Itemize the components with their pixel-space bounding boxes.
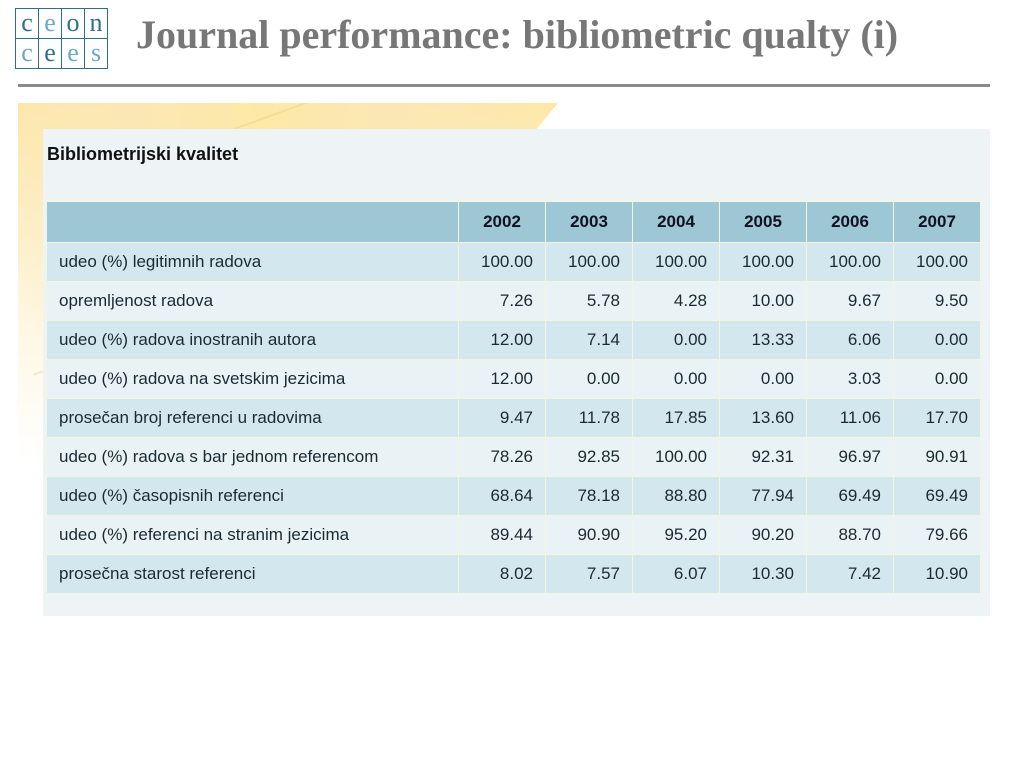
table-row: prosečna starost referenci 8.02 7.57 6.07 10… [46,554,981,594]
table-row: prosečan broj referenci u radovima 9.47 11… [46,398,981,438]
value-cell: 11.78 [545,398,633,438]
value-cell: 9.47 [458,398,546,438]
value-cell: 100.00 [545,242,633,282]
slide-title: Journal performance: bibliometric qualty… [136,12,899,57]
header-cell-year: 2002 [458,201,546,243]
header-cell-year: 2004 [632,201,720,243]
row-label: udeo (%) legitimnih radova [46,242,459,282]
header-cell-year: 2003 [545,201,633,243]
logo-letter: e [39,9,62,39]
value-cell: 7.57 [545,554,633,594]
value-cell: 78.26 [458,437,546,477]
table-row: udeo (%) časopisnih referenci 68.64 78.18 8… [46,476,981,516]
value-cell: 69.49 [893,476,981,516]
table-row: opremljenost radova 7.26 5.78 4.28 10.00 9.67… [46,281,981,321]
value-cell: 0.00 [893,320,981,360]
value-cell: 100.00 [719,242,807,282]
value-cell: 5.78 [545,281,633,321]
header-cell-year: 2005 [719,201,807,243]
bibliometric-panel: Bibliometrijski kvalitet 2002 2003 2004 200… [43,129,990,616]
value-cell: 10.30 [719,554,807,594]
row-label: udeo (%) časopisnih referenci [46,476,459,516]
value-cell: 69.49 [806,476,894,516]
value-cell: 79.66 [893,515,981,555]
value-cell: 3.03 [806,359,894,399]
value-cell: 96.97 [806,437,894,477]
value-cell: 17.85 [632,398,720,438]
value-cell: 100.00 [806,242,894,282]
value-cell: 11.06 [806,398,894,438]
value-cell: 8.02 [458,554,546,594]
value-cell: 0.00 [632,359,720,399]
table-header-row: 2002 2003 2004 2005 2006 2007 [46,201,981,243]
value-cell: 0.00 [545,359,633,399]
logo-letter: c [16,9,39,39]
row-label: udeo (%) radova s bar jednom referencom [46,437,459,477]
logo-letter: o [62,9,85,39]
value-cell: 92.31 [719,437,807,477]
value-cell: 6.07 [632,554,720,594]
value-cell: 90.20 [719,515,807,555]
value-cell: 100.00 [632,437,720,477]
value-cell: 7.26 [458,281,546,321]
table-row: udeo (%) radova s bar jednom referencom 7… [46,437,981,477]
logo-letter: n [85,9,108,39]
value-cell: 9.67 [806,281,894,321]
table-row: udeo (%) referenci na stranim jezicima 89… [46,515,981,555]
header-cell-year: 2006 [806,201,894,243]
value-cell: 90.90 [545,515,633,555]
value-cell: 4.28 [632,281,720,321]
value-cell: 9.50 [893,281,981,321]
value-cell: 10.00 [719,281,807,321]
title-divider [18,84,990,87]
value-cell: 88.80 [632,476,720,516]
row-label: udeo (%) radova inostranih autora [46,320,459,360]
value-cell: 89.44 [458,515,546,555]
value-cell: 95.20 [632,515,720,555]
value-cell: 0.00 [893,359,981,399]
logo-letter: e [39,39,62,69]
value-cell: 7.14 [545,320,633,360]
value-cell: 10.90 [893,554,981,594]
header-cell-label [46,201,459,243]
value-cell: 100.00 [458,242,546,282]
value-cell: 0.00 [632,320,720,360]
value-cell: 7.42 [806,554,894,594]
table-row: udeo (%) radova inostranih autora 12.00 7.… [46,320,981,360]
value-cell: 68.64 [458,476,546,516]
row-label: prosečna starost referenci [46,554,459,594]
table-row: udeo (%) radova na svetskim jezicima 12.0… [46,359,981,399]
bibliometric-table: 2002 2003 2004 2005 2006 2007 udeo (%) legiti… [46,201,981,594]
value-cell: 78.18 [545,476,633,516]
logo-letter: s [85,39,108,69]
value-cell: 90.91 [893,437,981,477]
row-label: udeo (%) referenci na stranim jezicima [46,515,459,555]
header-cell-year: 2007 [893,201,981,243]
value-cell: 12.00 [458,359,546,399]
value-cell: 88.70 [806,515,894,555]
row-label: udeo (%) radova na svetskim jezicima [46,359,459,399]
value-cell: 6.06 [806,320,894,360]
row-label: prosečan broj referenci u radovima [46,398,459,438]
logo-letter: c [16,39,39,69]
value-cell: 92.85 [545,437,633,477]
row-label: opremljenost radova [46,281,459,321]
value-cell: 13.60 [719,398,807,438]
logo-letter: e [62,39,85,69]
value-cell: 12.00 [458,320,546,360]
value-cell: 100.00 [632,242,720,282]
value-cell: 17.70 [893,398,981,438]
panel-title: Bibliometrijski kvalitet [47,144,239,164]
value-cell: 0.00 [719,359,807,399]
table-row: udeo (%) legitimnih radova 100.00 100.00 10… [46,242,981,282]
value-cell: 100.00 [893,242,981,282]
value-cell: 77.94 [719,476,807,516]
value-cell: 13.33 [719,320,807,360]
